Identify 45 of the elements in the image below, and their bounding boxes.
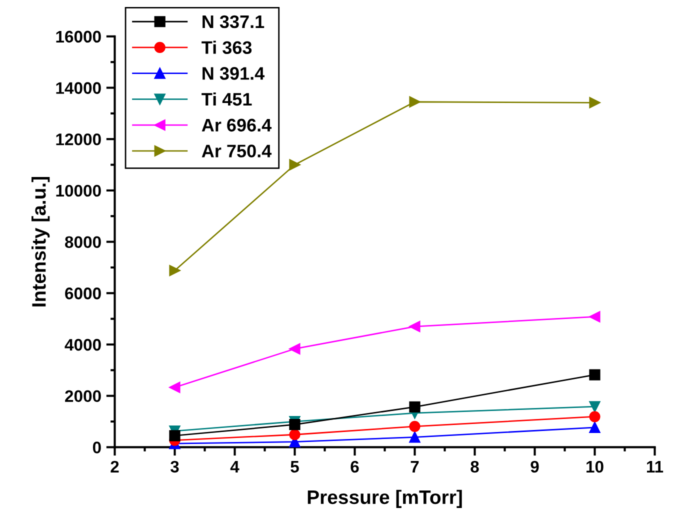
point <box>409 96 420 108</box>
y-tick-label: 16000 <box>56 30 101 43</box>
x-tick-label: 6 <box>350 460 359 473</box>
point <box>409 420 420 432</box>
point <box>409 320 420 332</box>
x-axis-title: Pressure [mTorr] <box>308 490 462 508</box>
y-tick-label: 0 <box>92 442 101 454</box>
x-tick-label: 4 <box>230 461 240 472</box>
x-tick-label: 2 <box>110 460 119 472</box>
x-tick-label: 11 <box>646 461 664 472</box>
point <box>169 430 180 442</box>
legend-label: Ti 451 <box>202 92 252 106</box>
x-tick-label: 8 <box>470 460 479 473</box>
y-tick-label: 6000 <box>65 288 101 300</box>
x-tick-label: 3 <box>170 460 179 473</box>
x-tick-label: 7 <box>410 461 419 472</box>
point <box>289 429 300 440</box>
legend-label: Ar 750.4 <box>202 144 272 158</box>
y-tick-label: 8000 <box>65 236 101 248</box>
point <box>169 382 180 393</box>
x-tick-label: 10 <box>586 460 604 473</box>
legend-label: N 391.4 <box>202 67 265 80</box>
y-tick-label: 2000 <box>65 390 101 402</box>
point <box>169 265 180 276</box>
point <box>589 311 600 322</box>
point <box>589 97 600 108</box>
point <box>409 432 420 443</box>
point <box>589 369 600 380</box>
point <box>409 401 420 412</box>
y-tick-label: 10000 <box>56 184 101 197</box>
y-tick-label: 12000 <box>56 134 101 146</box>
point <box>589 411 600 422</box>
y-tick-label: 4000 <box>64 338 101 351</box>
point <box>589 422 600 433</box>
point <box>289 343 300 354</box>
legend-label: Ar 696.4 <box>202 118 272 132</box>
point <box>289 419 300 430</box>
x-tick-label: 9 <box>530 460 539 473</box>
legend-label: N 337.1 <box>202 15 264 28</box>
legend-label: Ti 363 <box>202 40 252 54</box>
y-axis-title: Intensity [a.u.] <box>32 176 50 306</box>
x-tick-label: 5 <box>290 461 299 473</box>
point <box>289 159 300 170</box>
point <box>589 401 600 412</box>
y-tick-label: 14000 <box>56 82 101 94</box>
